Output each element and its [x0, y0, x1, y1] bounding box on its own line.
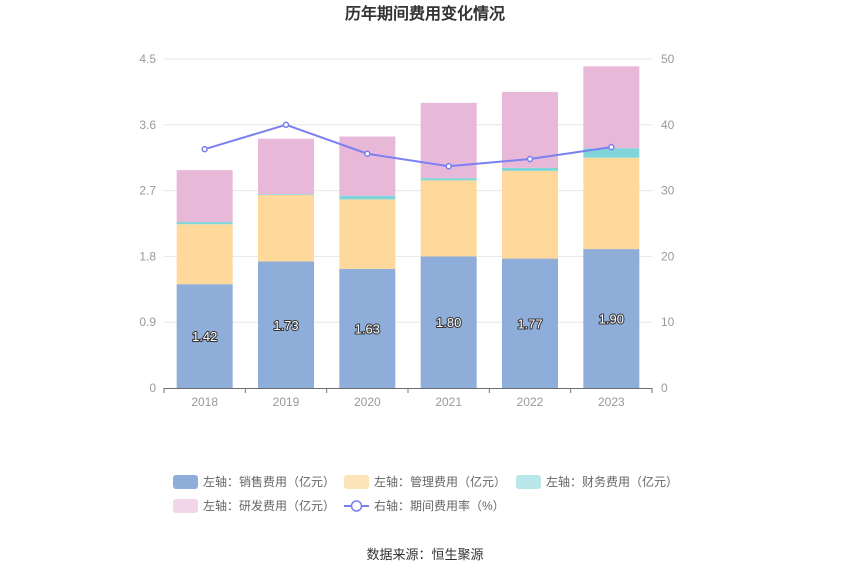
bars: 1.42 1.73 1.63 1.80 1.77 1.90: [176, 66, 640, 388]
y-left-tick-label: 0.9: [139, 315, 156, 329]
bar-value-label: 1.90: [599, 312, 624, 327]
bar-segment: [583, 249, 640, 388]
y-left-tick-label: 3.6: [139, 118, 156, 132]
bar-value-label: 1.63: [355, 321, 380, 336]
bar-segment: [502, 170, 558, 259]
legend-label: 左轴：管理费用（亿元）: [374, 474, 506, 489]
bar-value-label: 1.80: [436, 315, 461, 330]
bar-segment: [176, 222, 233, 225]
legend-swatch: [344, 475, 369, 489]
bar-segment: [502, 258, 558, 388]
bar-segment: [258, 194, 314, 262]
legend-swatch: [173, 475, 198, 489]
bar-segment: [258, 261, 314, 388]
rate-point: [526, 155, 534, 163]
bar-segment: [420, 178, 477, 181]
bar-value-label: 1.42: [192, 329, 217, 344]
bar-segment: [339, 199, 396, 269]
y-right-tick-label: 10: [661, 315, 675, 329]
bar-segment: [420, 180, 477, 257]
legend-label: 右轴：期间费用率（%）: [374, 498, 505, 513]
chart-title: 历年期间费用变化情况: [345, 4, 505, 23]
x-tick-label: 2021: [435, 395, 462, 409]
legend-label: 左轴：财务费用（亿元）: [546, 474, 678, 489]
x-tick-label: 2023: [598, 395, 625, 409]
x-tick-label: 2022: [517, 395, 544, 409]
y-right-tick-label: 30: [661, 184, 675, 198]
y-right-tick-label: 50: [661, 52, 675, 66]
rate-point: [282, 121, 290, 129]
bar-segment: [583, 148, 640, 158]
x-tick-label: 2019: [273, 395, 300, 409]
bar-segment: [176, 284, 233, 388]
source-note: 数据来源：恒生聚源: [366, 547, 483, 562]
bar-segment: [339, 268, 396, 388]
bar-segment: [339, 136, 396, 196]
bar-segment: [258, 138, 314, 195]
bar-segment: [176, 170, 233, 223]
legend-label: 左轴：销售费用（亿元）: [203, 474, 335, 489]
legend-swatch: [516, 475, 541, 489]
y-left-tick-label: 1.8: [139, 249, 156, 263]
rate-line: [201, 121, 615, 170]
y-left-tick-label: 2.7: [139, 184, 156, 198]
bar-segment: [176, 224, 233, 285]
bar-value-label: 1.77: [517, 316, 542, 331]
x-tick-label: 2018: [191, 395, 218, 409]
rate-point: [608, 143, 615, 151]
x-tick-label: 2020: [354, 395, 381, 409]
bar-segment: [420, 256, 477, 388]
rate-point: [445, 163, 452, 170]
y-left-tick-label: 0: [149, 381, 156, 395]
bar-value-label: 1.73: [273, 318, 298, 333]
bar-segment: [583, 66, 640, 149]
rate-line-path: [204, 123, 612, 168]
y-left-tick-label: 4.5: [139, 52, 156, 66]
rate-point: [201, 145, 208, 153]
y-right-tick-label: 0: [661, 381, 668, 395]
y-right-tick-label: 40: [661, 118, 675, 132]
axes: 0 0.9 1.8 2.7 3.6 4.5 0 10 20 30 40 50 2018 2019 2020 2…: [139, 52, 674, 409]
legend: 左轴：销售费用（亿元） 左轴：管理费用（亿元） 左轴：财务费用（亿元） 左轴：研发费用…: [173, 474, 678, 513]
bar-segment: [339, 195, 396, 200]
legend-label: 左轴：研发费用（亿元）: [203, 498, 335, 513]
grid: [164, 58, 652, 323]
legend-swatch: [173, 499, 198, 513]
bar-segment: [502, 167, 558, 171]
y-right-tick-label: 20: [661, 249, 675, 263]
bar-segment: [258, 194, 314, 195]
rate-point: [364, 150, 371, 158]
bar-segment: [583, 157, 640, 250]
legend-swatch-point: [350, 500, 363, 512]
bar-segment: [502, 91, 558, 168]
